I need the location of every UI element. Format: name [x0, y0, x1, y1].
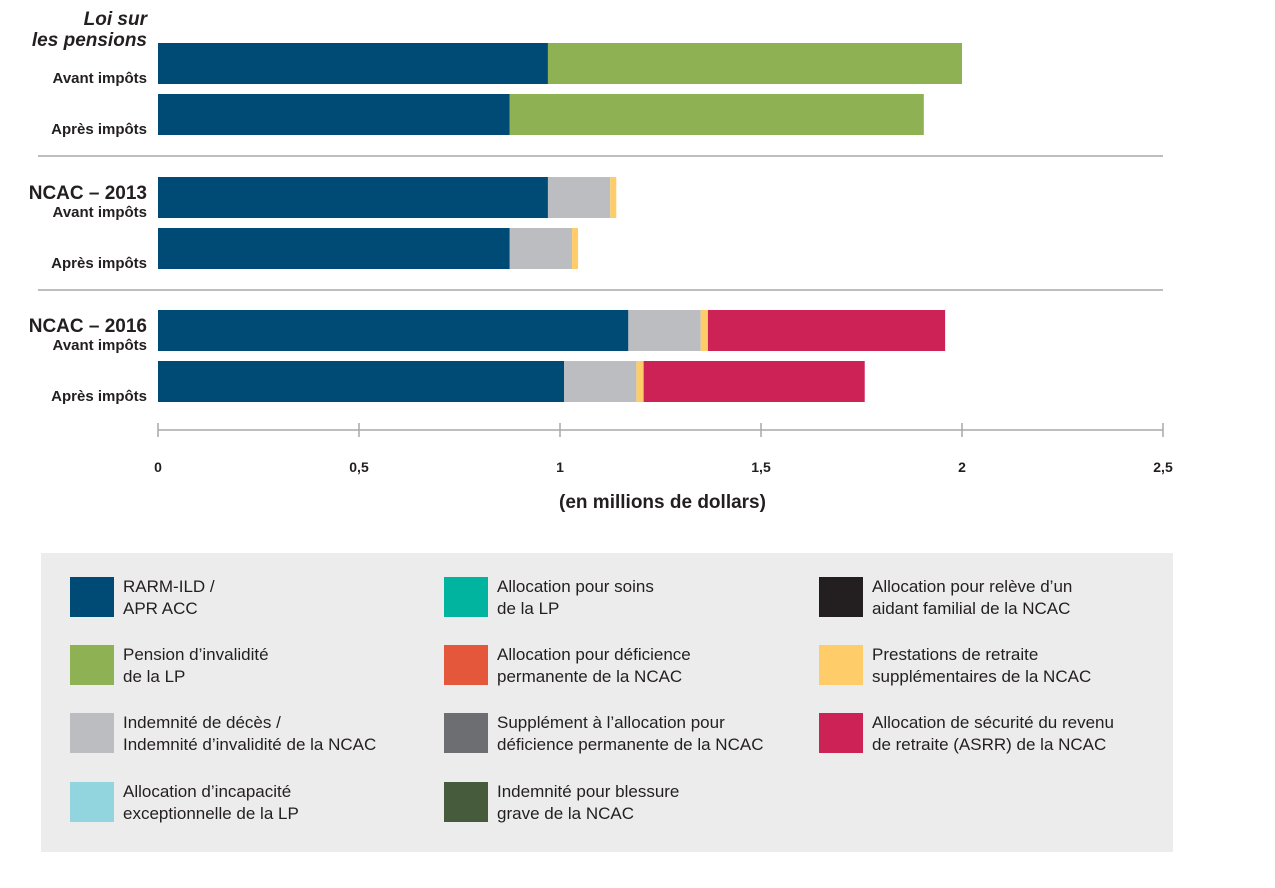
row-label: Avant impôts [53, 337, 147, 354]
legend-label: Allocation pour soins de la LP [497, 577, 654, 618]
bar-segment-rarm [158, 228, 510, 269]
bar-segment-retraite [700, 310, 708, 351]
bar-segment-pension [547, 43, 962, 84]
bar-segment-retraite [572, 228, 579, 269]
legend-swatch [819, 577, 863, 617]
legend-item-incapacite: Allocation d’incapacité exceptionnelle d… [70, 781, 299, 825]
legend-item-blessure: Indemnité pour blessure grave de la NCAC [444, 781, 679, 825]
bar-segment-rarm [158, 43, 548, 84]
bar-segment-asrr [643, 361, 865, 402]
group-title: NCAC – 2013 [29, 183, 147, 204]
legend-item-soins: Allocation pour soins de la LP [444, 576, 654, 620]
x-tick-label: 2,5 [1153, 459, 1173, 475]
legend-swatch [70, 577, 114, 617]
group-title: NCAC – 2016 [29, 316, 147, 337]
bar-segment-retraite [636, 361, 644, 402]
row-label: Après impôts [51, 255, 147, 272]
row-label: Avant impôts [53, 204, 147, 221]
legend-label: Allocation de sécurité du revenu de retr… [872, 713, 1114, 754]
bar-segment-retraite [610, 177, 617, 218]
row-label: Après impôts [51, 121, 147, 138]
legend-label: RARM-ILD / APR ACC [123, 577, 215, 618]
legend-label: Allocation pour déficience permanente de… [497, 645, 691, 686]
bar-segment-rarm [158, 310, 629, 351]
legend-swatch [70, 713, 114, 753]
bar-segment-deces [509, 228, 573, 269]
bar-segment-rarm [158, 177, 548, 218]
legend-item-retraite: Prestations de retraite supplémentaires … [819, 644, 1091, 688]
legend-item-deficience: Allocation pour déficience permanente de… [444, 644, 691, 688]
legend-label: Pension d’invalidité de la LP [123, 645, 269, 686]
legend-item-asrr: Allocation de sécurité du revenu de retr… [819, 712, 1114, 756]
legend: RARM-ILD / APR ACC Allocation pour soins … [41, 553, 1173, 852]
legend-swatch [819, 645, 863, 685]
legend-label: Supplément à l’allocation pour déficienc… [497, 713, 764, 754]
x-tick-label: 1 [556, 459, 564, 475]
legend-label: Allocation pour relève d’un aidant famil… [872, 577, 1073, 618]
bar-segment-rarm [158, 94, 510, 135]
bar-segment-rarm [158, 361, 565, 402]
row-label: Avant impôts [53, 70, 147, 87]
row-label: Après impôts [51, 388, 147, 405]
bar-segment-pension [509, 94, 924, 135]
legend-swatch [819, 713, 863, 753]
legend-label: Allocation d’incapacité exceptionnelle d… [123, 782, 299, 823]
legend-swatch [70, 782, 114, 822]
legend-item-supplement: Supplément à l’allocation pour déficienc… [444, 712, 763, 756]
legend-item-pension: Pension d’invalidité de la LP [70, 644, 269, 688]
legend-item-deces: Indemnité de décès / Indemnité d’invalid… [70, 712, 376, 756]
legend-swatch [444, 782, 488, 822]
x-axis-label: (en millions de dollars) [559, 492, 766, 513]
legend-swatch [444, 713, 488, 753]
legend-item-releve: Allocation pour relève d’un aidant famil… [819, 576, 1072, 620]
legend-label: Indemnité de décès / Indemnité d’invalid… [123, 713, 377, 754]
bar-segment-deces [547, 177, 611, 218]
legend-swatch [444, 577, 488, 617]
legend-label: Prestations de retraite supplémentaires … [872, 645, 1092, 686]
bar-segment-deces [628, 310, 701, 351]
legend-swatch [444, 645, 488, 685]
group-title: Loi sur [84, 9, 149, 30]
legend-label: Indemnité pour blessure grave de la NCAC [497, 782, 680, 823]
group-title: les pensions [32, 30, 147, 51]
bar-segment-asrr [707, 310, 946, 351]
x-tick-label: 0 [154, 459, 162, 475]
x-tick-label: 1,5 [751, 459, 771, 475]
x-tick-label: 0,5 [349, 459, 369, 475]
legend-item-rarm: RARM-ILD / APR ACC [70, 576, 215, 620]
x-tick-label: 2 [958, 459, 966, 475]
legend-swatch [70, 645, 114, 685]
bar-segment-deces [564, 361, 637, 402]
